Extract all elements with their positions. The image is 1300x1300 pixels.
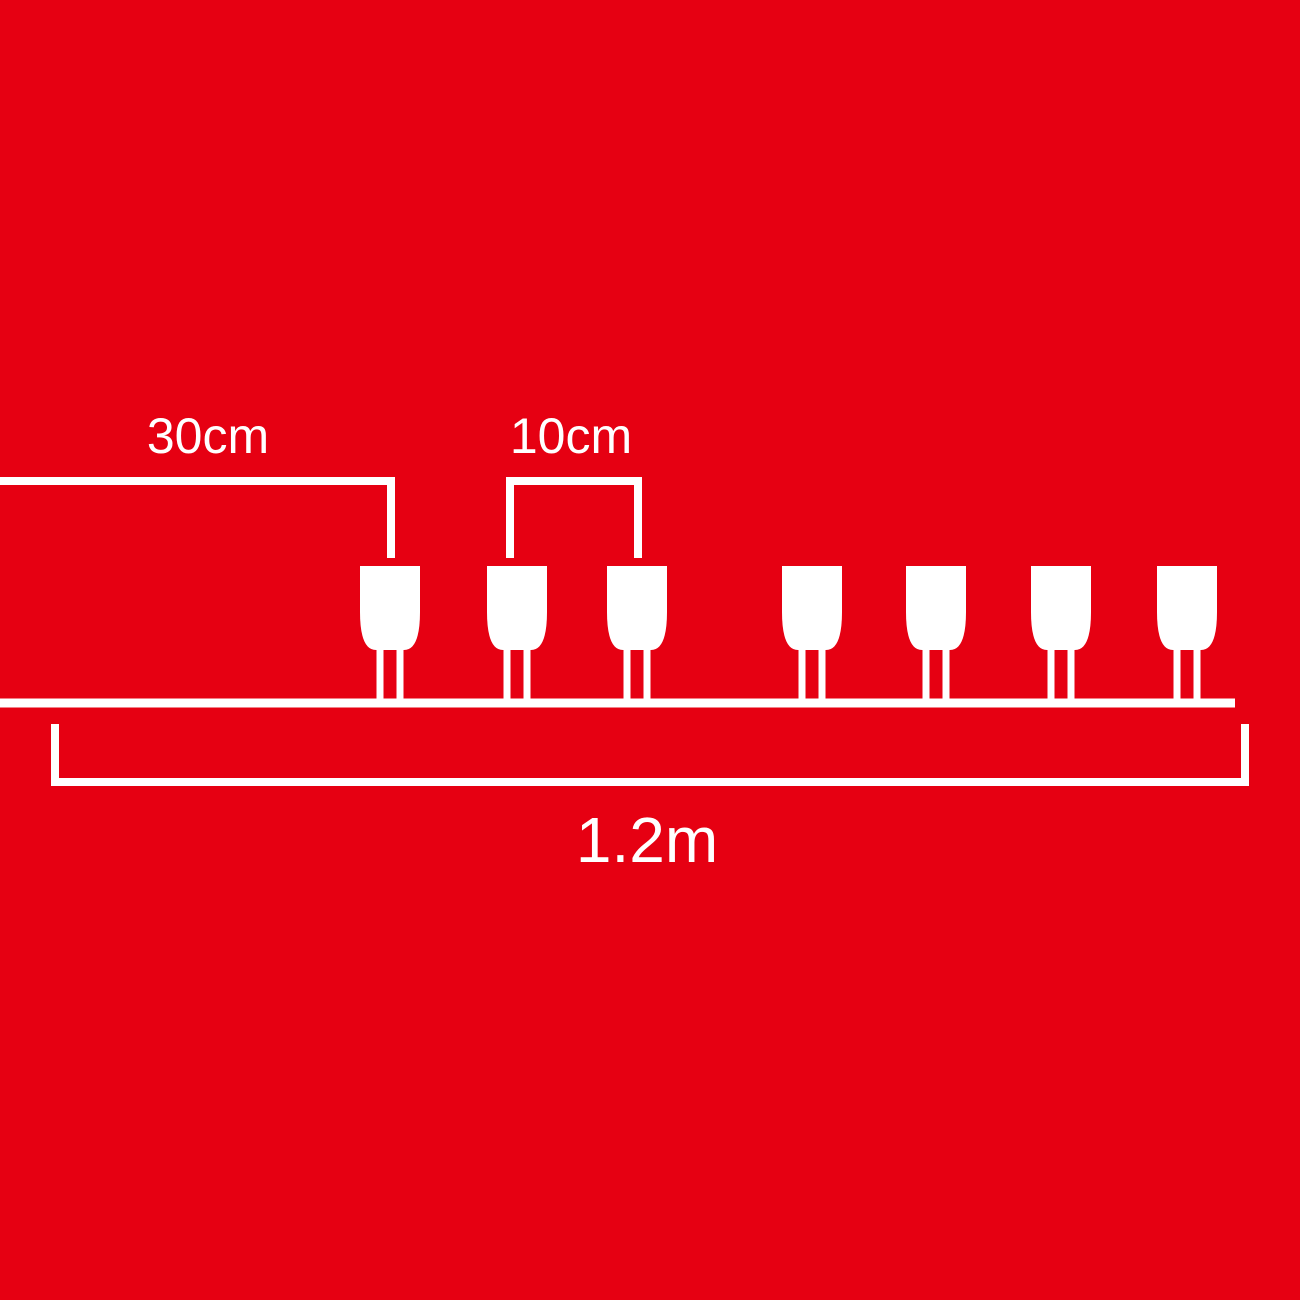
bulb-icon (906, 566, 966, 700)
lead-length-label: 30cm (146, 408, 270, 464)
bulb-icon (607, 566, 667, 700)
bulb-head (1031, 566, 1091, 650)
bulb-icon (360, 566, 420, 700)
total-length-bracket (51, 724, 1249, 786)
bulb-head (607, 566, 667, 650)
total-length-label: 1.2m (575, 804, 719, 876)
bulb-spacing-label: 10cm (509, 408, 633, 464)
lead-dimension-line (0, 477, 395, 558)
bulb-icon (487, 566, 547, 700)
bulb-head (1157, 566, 1217, 650)
bulb-head (360, 566, 420, 650)
bulb-icon (1031, 566, 1091, 700)
bulb-head (487, 566, 547, 650)
spacing-dimension-line (506, 477, 642, 558)
bulb-icon (782, 566, 842, 700)
bulb-icon (1157, 566, 1217, 700)
bulb-head (782, 566, 842, 650)
bulb-head (906, 566, 966, 650)
